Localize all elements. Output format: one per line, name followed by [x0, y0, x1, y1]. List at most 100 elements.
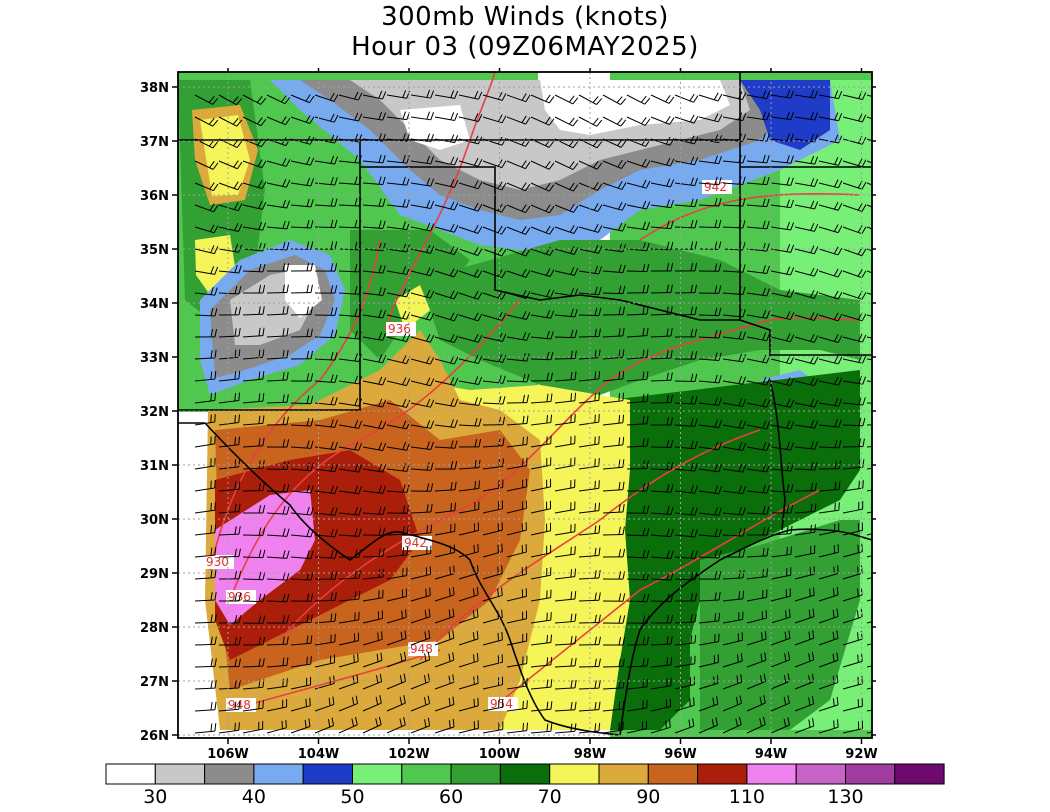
wind-barb-shaft: [362, 248, 383, 252]
wind-barb-flag: [574, 350, 577, 359]
wind-barb-flag: [260, 119, 267, 126]
wind-barb-flag: [286, 439, 290, 448]
wind-barb-flag: [306, 241, 310, 250]
wind-barb-shaft: [602, 270, 623, 274]
wind-barb-flag: [477, 292, 483, 300]
wind-barb-shaft: [818, 726, 839, 734]
wind-barb-flag: [334, 571, 338, 580]
wind-barb-flag: [234, 414, 236, 424]
wind-barb-shaft: [626, 423, 647, 426]
wind-barb-flag: [382, 464, 387, 473]
wind-barb-shaft: [530, 664, 551, 668]
wind-barb-flag: [310, 284, 313, 293]
wind-barb-shaft: [698, 94, 719, 102]
map-frame: [177, 71, 873, 739]
wind-barb-shaft: [314, 160, 335, 165]
wind-barb-flag: [376, 653, 379, 662]
lon-label: 102W: [388, 747, 429, 762]
wind-barb-flag: [454, 502, 457, 511]
contour-label: 948: [410, 642, 433, 656]
wind-barb-flag: [310, 395, 314, 404]
wind-barb-flag: [641, 158, 647, 167]
wind-barb-flag: [596, 119, 603, 127]
lon-label: 94W: [755, 747, 787, 762]
wind-barb-flag: [766, 506, 770, 515]
wind-barb-shaft: [770, 680, 790, 690]
wind-barb-flag: [428, 630, 431, 639]
wind-barb-flag: [334, 156, 339, 165]
wind-barb-flag: [497, 203, 503, 211]
wind-barb-flag: [334, 507, 338, 516]
wind-barb-shaft: [770, 468, 791, 472]
wind-barb-flag: [286, 263, 290, 272]
colorbar-label: 110: [728, 786, 766, 808]
wind-barb-shaft: [506, 618, 527, 624]
wind-barb-shaft: [842, 94, 863, 101]
wind-barb-flag: [598, 349, 601, 358]
wind-barb-flag: [665, 115, 671, 124]
wind-barb-flag: [572, 97, 579, 105]
wind-barb-shaft: [794, 468, 815, 471]
wind-barb-flag: [858, 333, 863, 342]
wind-barb-shaft: [482, 116, 503, 124]
wind-barb-shaft: [386, 182, 407, 186]
wind-barb-flag: [448, 653, 451, 662]
wind-barb-flag: [618, 264, 622, 273]
wind-barb-shaft: [410, 226, 431, 232]
wind-barb-flag: [402, 288, 407, 297]
wind-barb-flag: [306, 440, 310, 449]
wind-barb-shaft: [578, 665, 600, 668]
wind-barb-flag: [666, 417, 670, 426]
wind-barb-flag: [375, 696, 379, 705]
wind-barb-flag: [550, 372, 553, 381]
wind-barb-flag: [308, 718, 311, 727]
wind-barb-flag: [808, 675, 811, 684]
wind-barb-flag: [286, 221, 290, 230]
wind-barb-flag: [718, 550, 722, 559]
wind-barb-flag: [694, 241, 698, 250]
wind-barb-flag: [785, 610, 787, 619]
wind-barb-shaft: [578, 687, 600, 690]
wind-barb-flag: [234, 503, 237, 512]
wind-barb-flag: [305, 115, 311, 123]
wind-barb-shaft: [482, 248, 502, 257]
wind-barb-flag: [310, 350, 314, 359]
wind-barb-shaft: [194, 443, 215, 448]
wind-barb-flag: [573, 247, 579, 255]
wind-barb-flag: [642, 306, 645, 315]
wind-barb-flag: [882, 115, 886, 122]
wind-barb-flag: [690, 219, 694, 228]
wind-barb-flag: [258, 636, 262, 645]
wind-barb-flag: [330, 155, 335, 164]
wind-barb-shaft: [818, 182, 839, 189]
wind-barb-shaft: [722, 660, 743, 668]
wind-barb-flag: [238, 328, 241, 337]
lat-lon-grid: [178, 72, 872, 738]
wind-barb-flag: [378, 154, 382, 163]
wind-barb-flag: [526, 374, 530, 383]
wind-barb-shaft: [818, 336, 839, 343]
wind-barb-flag: [282, 483, 286, 492]
wind-barb-flag: [550, 289, 555, 298]
state-borders: [178, 72, 872, 736]
wind-barb-shaft: [218, 160, 238, 170]
wind-barb-shaft: [458, 682, 479, 690]
wind-barb-flag: [718, 397, 722, 406]
wind-barb-flag: [857, 203, 863, 211]
wind-barb-flag: [310, 262, 314, 271]
wind-barb-shaft: [218, 378, 239, 382]
wind-barb-shaft: [842, 705, 863, 712]
wind-barb-flag: [574, 723, 577, 732]
wind-barb-flag: [598, 502, 601, 511]
wind-barb-shaft: [482, 94, 503, 101]
wind-barb-flag: [258, 415, 261, 424]
wind-barb-flag: [473, 224, 479, 233]
wind-barb-flag: [334, 285, 338, 294]
wind-barb-flag: [426, 267, 431, 276]
wind-barb-shaft: [386, 402, 407, 408]
wind-barb-flag: [210, 371, 213, 380]
wind-barb-shaft: [458, 424, 479, 427]
wind-barb-shaft: [386, 616, 407, 624]
wind-barb-shaft: [338, 226, 360, 229]
wind-barb-shaft: [866, 731, 872, 734]
